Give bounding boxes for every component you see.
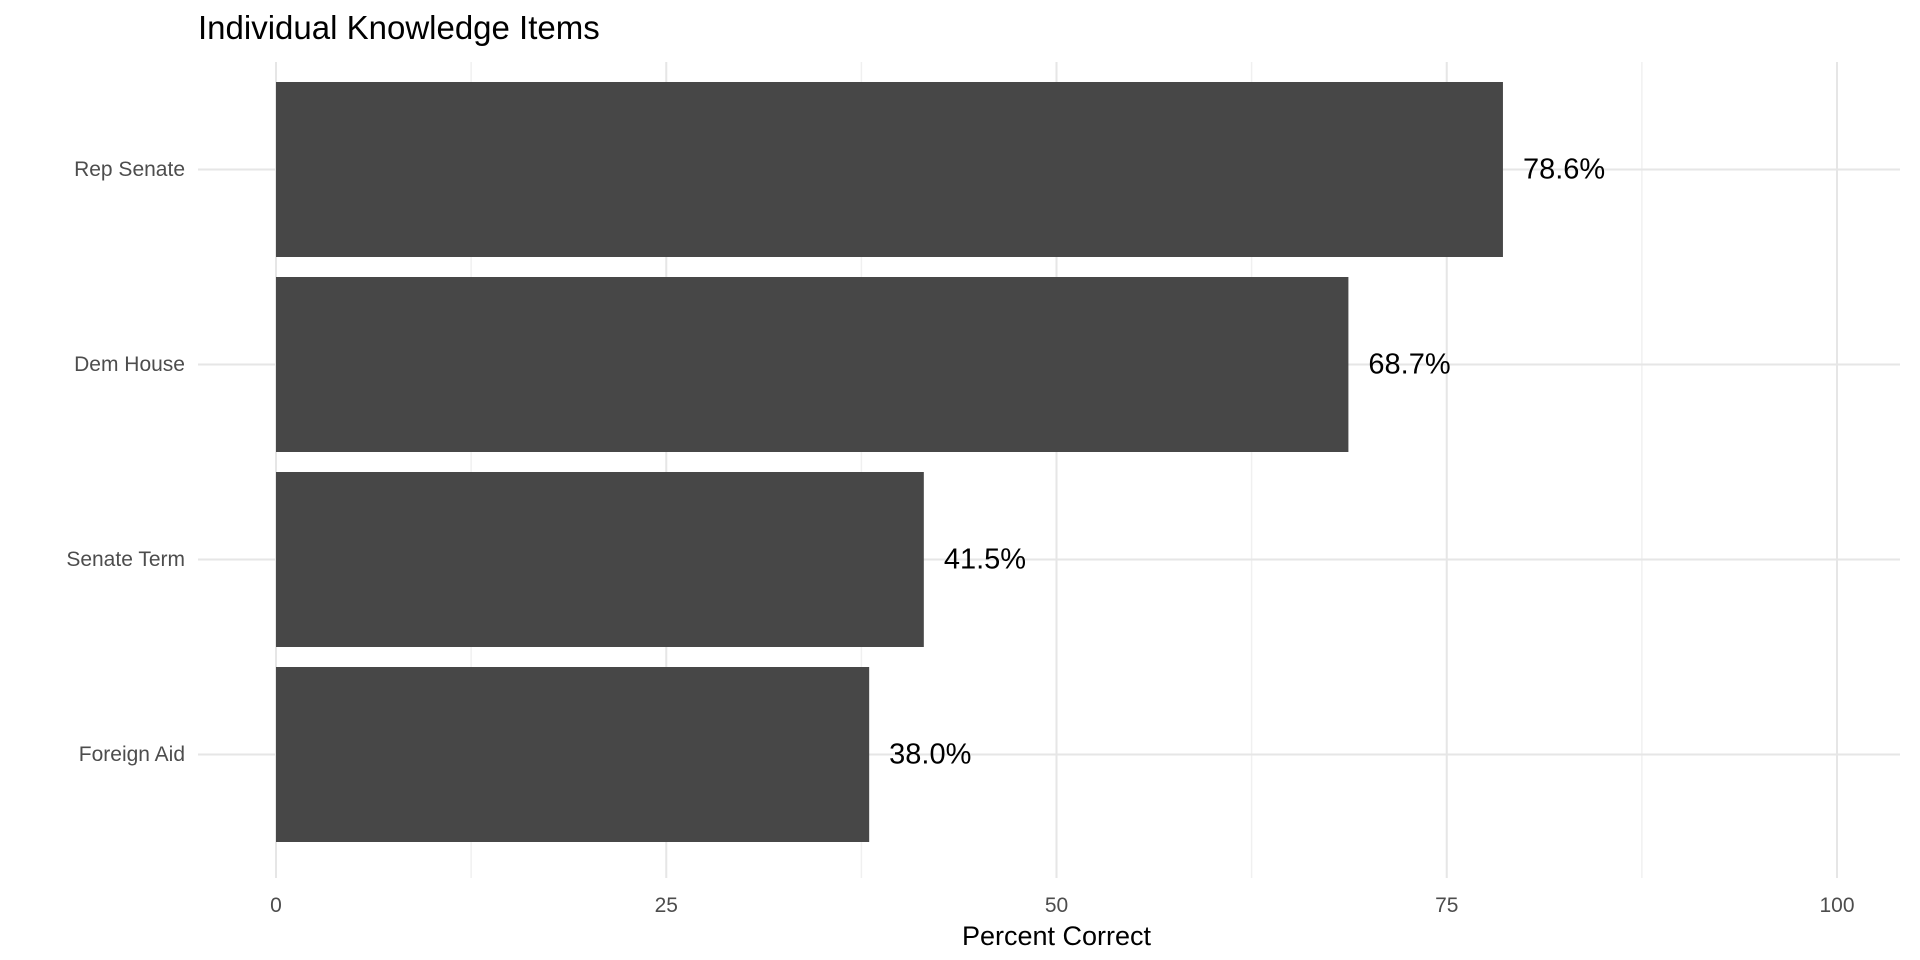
y-tick-label: Senate Term [66, 548, 185, 571]
data-label: 41.5% [944, 544, 1026, 576]
bars [276, 82, 1503, 842]
y-tick-label: Foreign Aid [79, 743, 185, 766]
x-tick-label: 75 [1435, 894, 1458, 917]
data-label: 68.7% [1368, 349, 1450, 381]
data-labels: 78.6% 68.7% 41.5% 38.0% [889, 154, 1605, 771]
data-label: 78.6% [1523, 154, 1605, 186]
x-tick-label: 25 [655, 894, 678, 917]
x-axis-tick-labels: 0 25 50 75 100 [270, 894, 1854, 917]
y-axis-tick-labels: Rep Senate Dem House Senate Term Foreign Ai… [66, 158, 185, 766]
chart-title: Individual Knowledge Items [198, 9, 600, 46]
x-tick-label: 100 [1819, 894, 1854, 917]
x-tick-label: 0 [270, 894, 282, 917]
x-axis-title: Percent Correct [962, 921, 1152, 951]
bar-foreign-aid [276, 667, 870, 842]
bar-dem-house [276, 277, 1349, 452]
x-tick-label: 50 [1045, 894, 1068, 917]
y-tick-label: Rep Senate [74, 158, 185, 181]
y-tick-label: Dem House [74, 353, 185, 376]
bar-rep-senate [276, 82, 1503, 257]
data-label: 38.0% [889, 739, 971, 771]
bar-senate-term [276, 472, 924, 647]
